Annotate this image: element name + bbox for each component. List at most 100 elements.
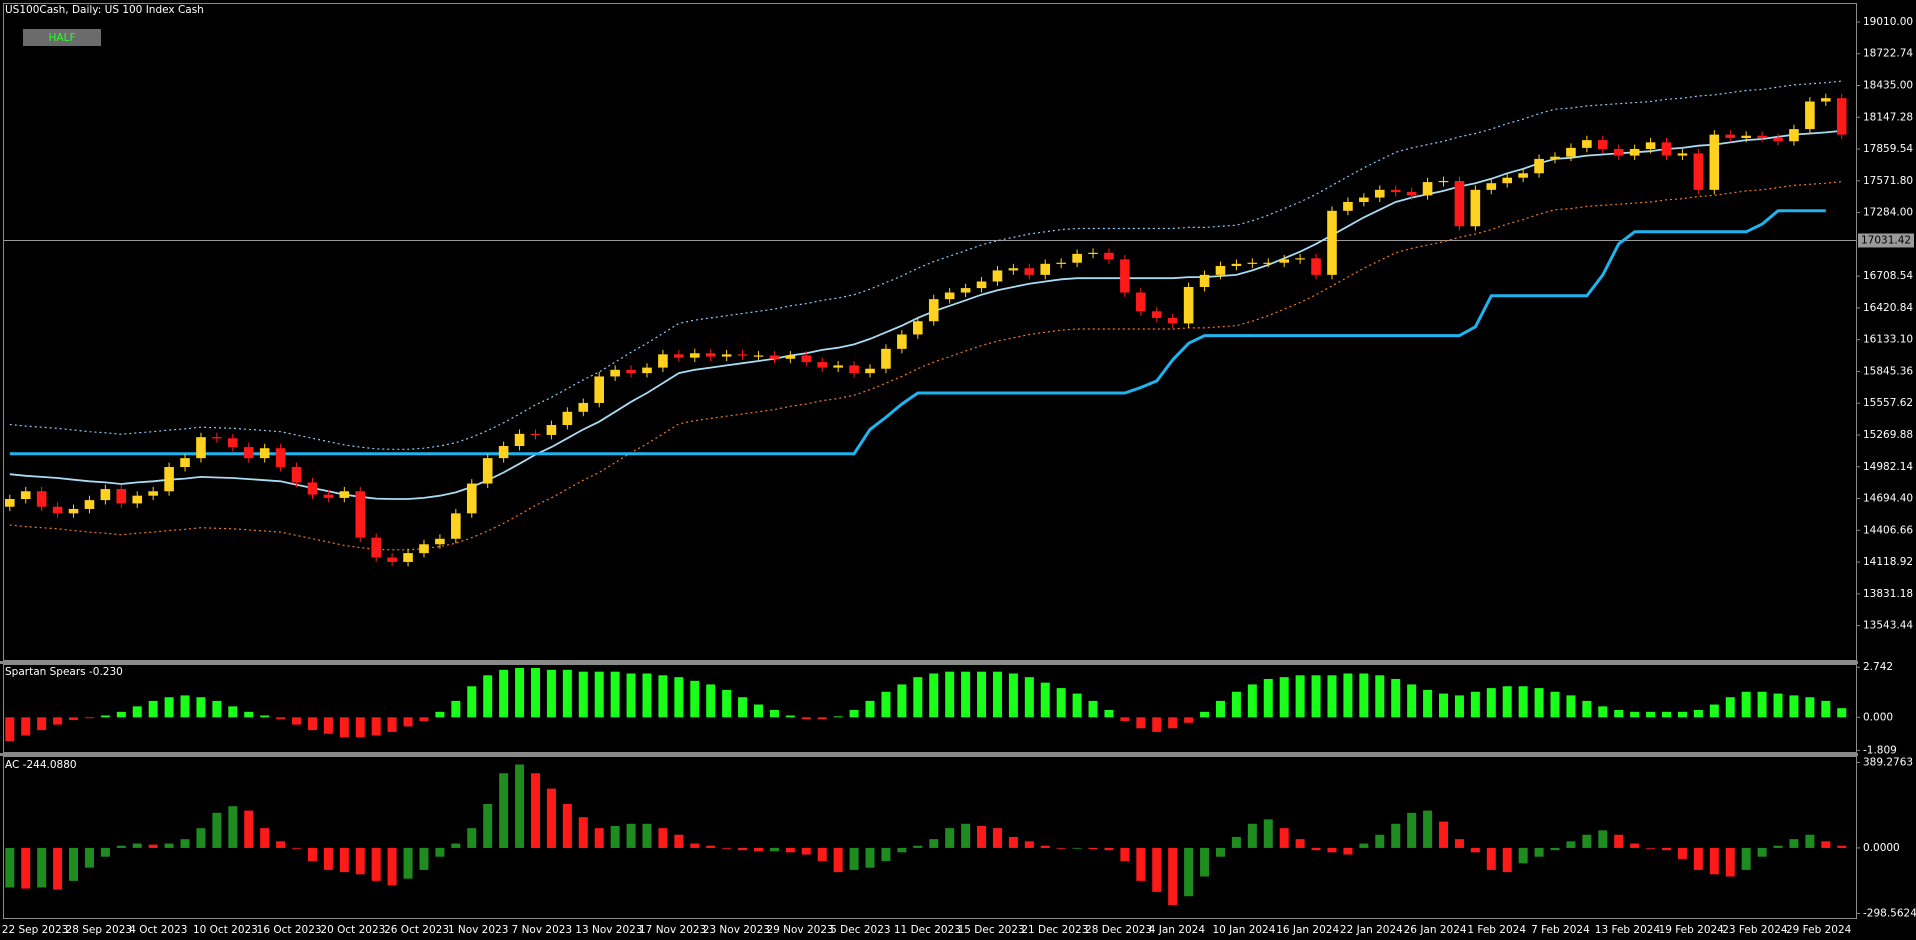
histogram-bar xyxy=(435,711,445,718)
histogram-bar xyxy=(5,847,15,888)
candle-body xyxy=(514,433,525,447)
histogram-bar xyxy=(530,773,540,848)
histogram-bar xyxy=(1327,675,1337,718)
histogram-bar xyxy=(865,700,875,718)
histogram-bar xyxy=(180,695,190,718)
candle-body xyxy=(1136,292,1146,312)
ac-title: AC -244.0880 xyxy=(5,759,77,771)
histogram-bar xyxy=(483,804,493,848)
histogram-bar xyxy=(785,847,795,853)
histogram-bar xyxy=(1773,693,1783,718)
histogram-bar xyxy=(21,847,31,889)
candle-body xyxy=(1470,189,1481,227)
candle-body xyxy=(642,367,652,374)
histogram-bar xyxy=(355,717,365,738)
candle-body xyxy=(1183,287,1194,324)
histogram-bar xyxy=(100,847,110,857)
histogram-bar xyxy=(706,845,716,848)
x-tick-label: 16 Jan 2024 xyxy=(1276,924,1339,936)
histogram-bar xyxy=(1662,711,1672,718)
histogram-bar xyxy=(1359,843,1369,848)
histogram-bar xyxy=(467,828,477,848)
histogram-bar xyxy=(164,843,174,848)
histogram-bar xyxy=(578,671,588,718)
histogram-bar xyxy=(1391,678,1401,718)
histogram-bar xyxy=(690,843,700,848)
panel-separator xyxy=(0,753,1858,756)
histogram-bar xyxy=(642,823,652,848)
histogram-bar xyxy=(419,847,429,870)
candle-body xyxy=(435,538,445,545)
histogram-bar xyxy=(913,845,923,848)
candle-body xyxy=(164,466,174,492)
histogram-bar xyxy=(1263,819,1273,848)
y-tick-label: 14694.40 xyxy=(1863,493,1913,505)
histogram-bar xyxy=(1168,847,1178,906)
y-tick-label: -298.5624 xyxy=(1863,908,1916,920)
histogram-bar xyxy=(116,711,126,718)
ac-panel xyxy=(3,756,1857,919)
histogram-bar xyxy=(403,847,413,879)
histogram-bar xyxy=(546,669,556,718)
half-button[interactable] xyxy=(23,29,101,46)
histogram-bar xyxy=(37,847,47,888)
x-tick-label: 29 Nov 2023 xyxy=(766,924,833,936)
histogram-bar xyxy=(69,717,79,721)
histogram-bar xyxy=(849,847,859,870)
y-tick-label: 13543.44 xyxy=(1863,620,1913,632)
histogram-bar xyxy=(276,841,286,848)
candle-body xyxy=(1279,259,1289,263)
candle-body xyxy=(546,425,557,435)
histogram-bar xyxy=(276,717,286,720)
y-tick-label: 15557.62 xyxy=(1863,397,1913,409)
histogram-bar xyxy=(1024,677,1034,718)
half-button-label[interactable]: HALF xyxy=(49,32,76,44)
histogram-bar xyxy=(69,847,79,881)
histogram-bar xyxy=(1407,812,1417,848)
x-tick-label: 22 Jan 2024 xyxy=(1340,924,1403,936)
histogram-bar xyxy=(451,700,461,718)
histogram-bar xyxy=(1677,711,1687,718)
histogram-bar xyxy=(1821,841,1831,848)
histogram-bar xyxy=(1439,693,1448,718)
histogram-bar xyxy=(594,671,604,718)
histogram-bar xyxy=(1550,691,1560,718)
histogram-bar xyxy=(1072,847,1082,849)
histogram-bar xyxy=(1120,717,1130,721)
y-tick-label: 18722.74 xyxy=(1863,48,1913,60)
x-tick-label: 26 Oct 2023 xyxy=(384,924,449,936)
y-tick-label: 16420.84 xyxy=(1863,302,1913,314)
histogram-bar xyxy=(690,680,700,718)
histogram-bar xyxy=(212,700,222,718)
histogram-bar xyxy=(387,717,397,732)
histogram-bar xyxy=(1359,673,1369,718)
histogram-bar xyxy=(1486,688,1496,718)
candle-body xyxy=(1263,262,1274,264)
histogram-bar xyxy=(945,828,955,848)
candle-body xyxy=(1438,181,1449,183)
histogram-bar xyxy=(1295,839,1305,848)
x-tick-label: 11 Dec 2023 xyxy=(894,924,961,936)
histogram-bar xyxy=(738,697,748,718)
candle-body xyxy=(833,365,843,368)
candle-body xyxy=(658,354,668,368)
histogram-bar xyxy=(1215,847,1225,857)
price-label-box xyxy=(1858,233,1914,248)
candle-body xyxy=(323,494,334,498)
histogram-bar xyxy=(722,689,732,718)
x-tick-label: 7 Nov 2023 xyxy=(512,924,573,936)
histogram-bar xyxy=(977,825,987,848)
candle-body xyxy=(562,411,573,426)
candle-body xyxy=(769,355,780,359)
histogram-bar xyxy=(1662,847,1672,851)
histogram-bar xyxy=(228,806,238,848)
y-tick-label: 18435.00 xyxy=(1863,79,1913,91)
y-tick-label: 389.2763 xyxy=(1863,756,1913,768)
candle-body xyxy=(1836,98,1847,135)
histogram-bar xyxy=(339,847,349,873)
x-tick-label: 28 Dec 2023 xyxy=(1085,924,1152,936)
candle-body xyxy=(849,365,859,374)
histogram-bar xyxy=(1805,697,1815,718)
candle-body xyxy=(626,369,636,374)
